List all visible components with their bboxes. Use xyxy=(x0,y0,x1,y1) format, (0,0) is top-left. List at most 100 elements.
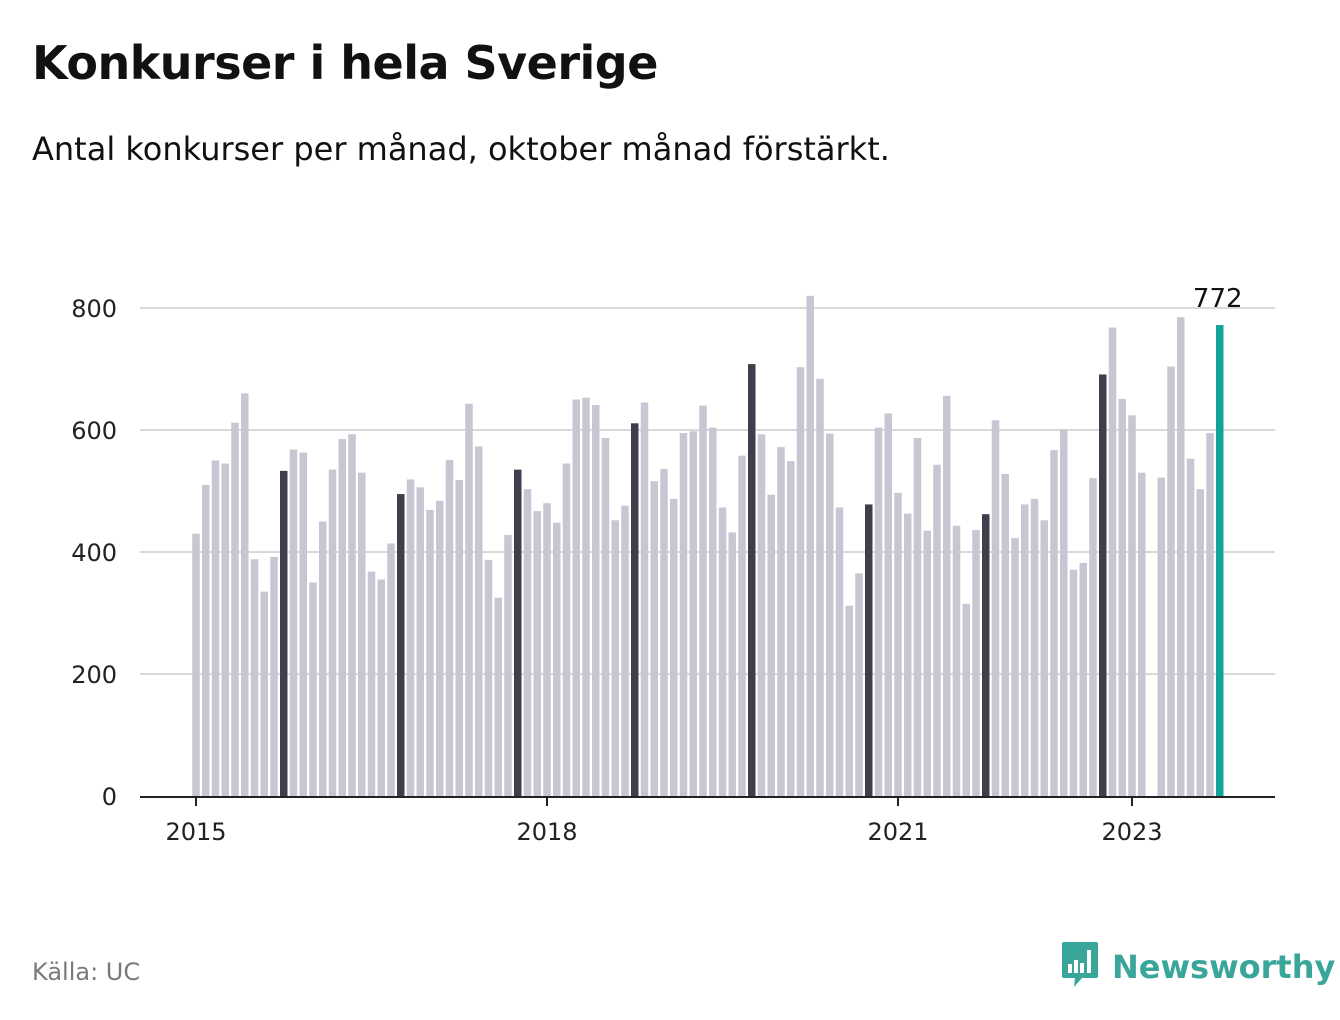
bar xyxy=(884,413,892,796)
bar xyxy=(523,489,532,796)
brand-logo: Newsworthy xyxy=(1060,940,1335,994)
y-tick-label: 800 xyxy=(71,295,117,323)
value-labels: 772 xyxy=(1193,284,1243,314)
bar xyxy=(358,472,366,796)
bar xyxy=(562,463,571,796)
bar xyxy=(319,521,327,796)
x-tick-label: 2023 xyxy=(1101,818,1162,846)
bar-chart: 0 200 400 600 800 2015 2018 2021 2023 772 xyxy=(71,284,1275,846)
bar xyxy=(1030,498,1039,796)
chart-title: Konkurser i hela Sverige xyxy=(32,36,658,90)
bar xyxy=(367,571,376,796)
bar xyxy=(445,459,454,796)
bar xyxy=(1040,520,1048,796)
y-tick-label: 400 xyxy=(71,539,117,567)
bar xyxy=(601,437,610,796)
x-tick-label: 2015 xyxy=(165,818,226,846)
bar xyxy=(894,492,902,796)
bar xyxy=(1196,489,1204,796)
bar xyxy=(592,404,600,796)
bar xyxy=(328,469,337,796)
bar xyxy=(1021,504,1029,796)
bar xyxy=(923,530,931,796)
bar xyxy=(553,522,561,796)
bar xyxy=(416,487,424,796)
bar xyxy=(777,447,785,796)
bar xyxy=(650,481,658,796)
bar xyxy=(1001,473,1009,796)
x-tick-label: 2021 xyxy=(867,818,928,846)
y-axis-ticks: 0 200 400 600 800 xyxy=(71,295,117,811)
bar xyxy=(1167,366,1175,796)
brand-name: Newsworthy xyxy=(1112,948,1336,986)
y-tick-label: 0 xyxy=(102,783,117,811)
bar xyxy=(816,378,824,796)
bar xyxy=(465,403,473,796)
y-tick-label: 200 xyxy=(71,661,117,689)
bar xyxy=(484,559,493,796)
bar-chart-logo-icon xyxy=(1060,940,1100,994)
bar xyxy=(709,427,717,796)
bar xyxy=(582,397,590,796)
bar xyxy=(1079,562,1087,796)
bar xyxy=(718,507,727,796)
bar xyxy=(406,479,415,796)
bar xyxy=(348,434,356,796)
bar xyxy=(631,423,639,796)
source-note: Källa: UC xyxy=(32,958,141,986)
y-tick-label: 600 xyxy=(71,417,117,445)
bar xyxy=(787,461,795,796)
x-axis-ticks: 2015 2018 2021 2023 xyxy=(165,797,1163,846)
bar xyxy=(660,469,668,796)
bar xyxy=(543,503,551,796)
bar xyxy=(757,434,766,796)
bar xyxy=(670,498,678,796)
bar xyxy=(952,525,961,796)
bar xyxy=(1069,569,1078,796)
bar xyxy=(982,514,990,796)
bar xyxy=(260,591,268,796)
bar xyxy=(494,597,502,796)
bar xyxy=(377,579,385,796)
bar xyxy=(913,437,922,796)
bar xyxy=(679,433,688,796)
bar xyxy=(962,603,970,796)
bar xyxy=(231,422,239,796)
bar xyxy=(192,533,200,796)
bar xyxy=(611,520,619,796)
bar xyxy=(1060,429,1068,796)
bar xyxy=(1206,433,1214,796)
bar xyxy=(855,573,863,796)
bar xyxy=(826,433,834,796)
bar xyxy=(796,367,805,796)
bar xyxy=(738,455,746,796)
bar xyxy=(748,364,756,796)
bar xyxy=(572,399,580,796)
bar xyxy=(202,484,210,796)
bar xyxy=(689,431,697,796)
bar xyxy=(455,480,463,796)
bar xyxy=(1177,317,1185,796)
x-tick-label: 2018 xyxy=(516,818,577,846)
bar xyxy=(943,395,951,796)
bar xyxy=(533,511,541,796)
bar xyxy=(436,500,444,796)
bar xyxy=(1216,325,1224,796)
bar xyxy=(991,420,1000,796)
bar xyxy=(475,446,483,796)
bar xyxy=(972,530,980,796)
bar xyxy=(845,605,853,796)
bar xyxy=(728,532,736,796)
bar xyxy=(299,452,307,796)
bar xyxy=(280,470,288,796)
bar xyxy=(1099,374,1107,796)
bar xyxy=(835,507,844,796)
bar xyxy=(387,543,395,796)
bar xyxy=(1138,472,1146,796)
bar xyxy=(874,427,883,796)
bar xyxy=(933,464,941,796)
bar xyxy=(699,405,707,796)
latest-value-label: 772 xyxy=(1193,284,1243,314)
bar xyxy=(1089,478,1097,796)
bar xyxy=(250,559,259,796)
